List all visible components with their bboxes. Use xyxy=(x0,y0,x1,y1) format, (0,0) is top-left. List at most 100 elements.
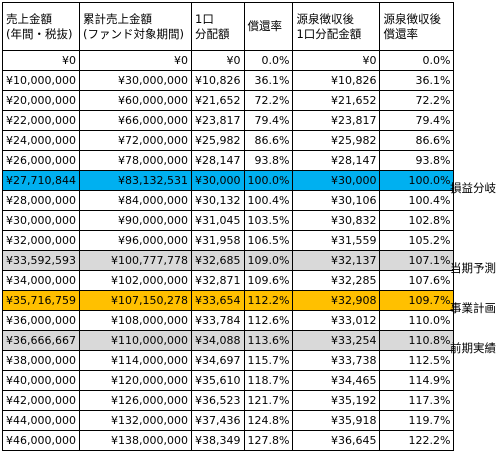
table-cell: ¥35,610 xyxy=(191,370,245,391)
table-cell: ¥27,710,844 xyxy=(2,170,80,191)
table-cell: ¥0 xyxy=(191,50,245,71)
table-cell: 107.6% xyxy=(379,270,455,291)
table-cell: ¥38,000,000 xyxy=(2,350,80,371)
table-cell: 100.4% xyxy=(243,190,294,211)
header-cell: 償還率 xyxy=(243,2,294,51)
table-cell: ¥37,436 xyxy=(191,410,245,431)
table-cell: ¥10,000,000 xyxy=(2,70,80,91)
table-cell: ¥28,147 xyxy=(292,150,381,171)
table-cell: ¥31,958 xyxy=(191,230,245,251)
table-cell: ¥30,000 xyxy=(191,170,245,191)
table-cell: 115.7% xyxy=(243,350,294,371)
table-cell: ¥36,523 xyxy=(191,390,245,411)
table-cell: 103.5% xyxy=(243,210,294,231)
table-cell: 100.0% xyxy=(379,170,455,191)
table-cell: ¥34,697 xyxy=(191,350,245,371)
table-cell: 102.8% xyxy=(379,210,455,231)
table-cell: 121.7% xyxy=(243,390,294,411)
header-cell: 売上金額 (年間・税抜) xyxy=(2,2,80,51)
table-cell: ¥30,000,000 xyxy=(2,210,80,231)
table-row: ¥33,592,593 ¥100,777,778 ¥32,685 109.0% ¥32,… xyxy=(2,250,455,271)
table-cell: ¥33,592,593 xyxy=(2,250,80,271)
header-cell: 累計売上金額 (ファンド対象期間) xyxy=(79,2,192,51)
table-cell: 86.6% xyxy=(379,130,455,151)
table-cell: ¥25,982 xyxy=(292,130,381,151)
table-cell: ¥36,666,667 xyxy=(2,330,80,351)
table-row: ¥20,000,000 ¥60,000,000 ¥21,652 72.2% ¥21,65… xyxy=(2,90,455,111)
table-row: ¥32,000,000 ¥96,000,000 ¥31,958 106.5% ¥31,5… xyxy=(2,230,455,251)
table-cell: 114.9% xyxy=(379,370,455,391)
header-row: 売上金額 (年間・税抜) 累計売上金額 (ファンド対象期間) 1口 分配額 償還率 源… xyxy=(2,2,455,51)
table-row: ¥26,000,000 ¥78,000,000 ¥28,147 93.8% ¥28,14… xyxy=(2,150,455,171)
table-cell: ¥60,000,000 xyxy=(79,90,192,111)
table-row: ¥36,000,000 ¥108,000,000 ¥33,784 112.6% ¥33,… xyxy=(2,310,455,331)
table-cell: 109.0% xyxy=(243,250,294,271)
table-cell: ¥34,088 xyxy=(191,330,245,351)
distribution-table: 売上金額 (年間・税抜) 累計売上金額 (ファンド対象期間) 1口 分配額 償還率 源… xyxy=(2,2,455,451)
table-cell: ¥96,000,000 xyxy=(79,230,192,251)
note-business-plan: 事業計画 xyxy=(450,301,496,315)
table-cell: ¥32,285 xyxy=(292,270,381,291)
table-cell: 112.6% xyxy=(243,310,294,331)
table-cell: 93.8% xyxy=(379,150,455,171)
table-cell: ¥36,645 xyxy=(292,430,381,451)
table-cell: ¥30,000 xyxy=(292,170,381,191)
table-cell: 79.4% xyxy=(379,110,455,131)
table-row: ¥35,716,759 ¥107,150,278 ¥33,654 112.2% ¥32,… xyxy=(2,290,455,311)
table-cell: ¥28,147 xyxy=(191,150,245,171)
table-cell: ¥33,254 xyxy=(292,330,381,351)
table-cell: 119.7% xyxy=(379,410,455,431)
table-cell: ¥46,000,000 xyxy=(2,430,80,451)
table-cell: 0.0% xyxy=(243,50,294,71)
table-cell: ¥108,000,000 xyxy=(79,310,192,331)
table-cell: ¥30,000,000 xyxy=(79,70,192,91)
table-cell: ¥31,045 xyxy=(191,210,245,231)
table-cell: ¥26,000,000 xyxy=(2,150,80,171)
table-cell: ¥36,000,000 xyxy=(2,310,80,331)
table-cell: ¥32,137 xyxy=(292,250,381,271)
table-cell: 72.2% xyxy=(243,90,294,111)
table-cell: 100.4% xyxy=(379,190,455,211)
table-row: ¥42,000,000 ¥126,000,000 ¥36,523 121.7% ¥35,… xyxy=(2,390,455,411)
table-cell: ¥22,000,000 xyxy=(2,110,80,131)
table-cell: 124.8% xyxy=(243,410,294,431)
table-cell: 107.1% xyxy=(379,250,455,271)
table-cell: ¥23,817 xyxy=(292,110,381,131)
table-row: ¥22,000,000 ¥66,000,000 ¥23,817 79.4% ¥23,81… xyxy=(2,110,455,131)
table-cell: 100.0% xyxy=(243,170,294,191)
table-row: ¥27,710,844 ¥83,132,531 ¥30,000 100.0% ¥30,0… xyxy=(2,170,455,191)
table-row: ¥38,000,000 ¥114,000,000 ¥34,697 115.7% ¥33,… xyxy=(2,350,455,371)
table-cell: ¥132,000,000 xyxy=(79,410,192,431)
table-cell: ¥34,000,000 xyxy=(2,270,80,291)
table-cell: ¥10,826 xyxy=(292,70,381,91)
table-cell: ¥21,652 xyxy=(191,90,245,111)
table-cell: 113.6% xyxy=(243,330,294,351)
table-cell: ¥110,000,000 xyxy=(79,330,192,351)
note-breakeven: 損益分岐 xyxy=(450,181,496,195)
table-cell: ¥35,918 xyxy=(292,410,381,431)
table-row: ¥24,000,000 ¥72,000,000 ¥25,982 86.6% ¥25,98… xyxy=(2,130,455,151)
header-cell: 源泉徴収後 償還率 xyxy=(379,2,455,51)
table-cell: ¥23,817 xyxy=(191,110,245,131)
table-cell: 79.4% xyxy=(243,110,294,131)
table-cell: ¥72,000,000 xyxy=(79,130,192,151)
table-cell: ¥114,000,000 xyxy=(79,350,192,371)
table-cell: ¥30,106 xyxy=(292,190,381,211)
table-cell: ¥30,832 xyxy=(292,210,381,231)
table-cell: 110.8% xyxy=(379,330,455,351)
table-row: ¥44,000,000 ¥132,000,000 ¥37,436 124.8% ¥35,… xyxy=(2,410,455,431)
table-cell: 109.7% xyxy=(379,290,455,311)
table-cell: ¥102,000,000 xyxy=(79,270,192,291)
table-cell: ¥20,000,000 xyxy=(2,90,80,111)
table-cell: ¥30,132 xyxy=(191,190,245,211)
table-cell: ¥38,349 xyxy=(191,430,245,451)
table-cell: ¥33,654 xyxy=(191,290,245,311)
table-cell: 72.2% xyxy=(379,90,455,111)
table-cell: 109.6% xyxy=(243,270,294,291)
table-cell: ¥32,908 xyxy=(292,290,381,311)
table-cell: ¥32,871 xyxy=(191,270,245,291)
table-cell: ¥126,000,000 xyxy=(79,390,192,411)
table-cell: ¥25,982 xyxy=(191,130,245,151)
table-cell: ¥33,738 xyxy=(292,350,381,371)
table-cell: ¥83,132,531 xyxy=(79,170,192,191)
